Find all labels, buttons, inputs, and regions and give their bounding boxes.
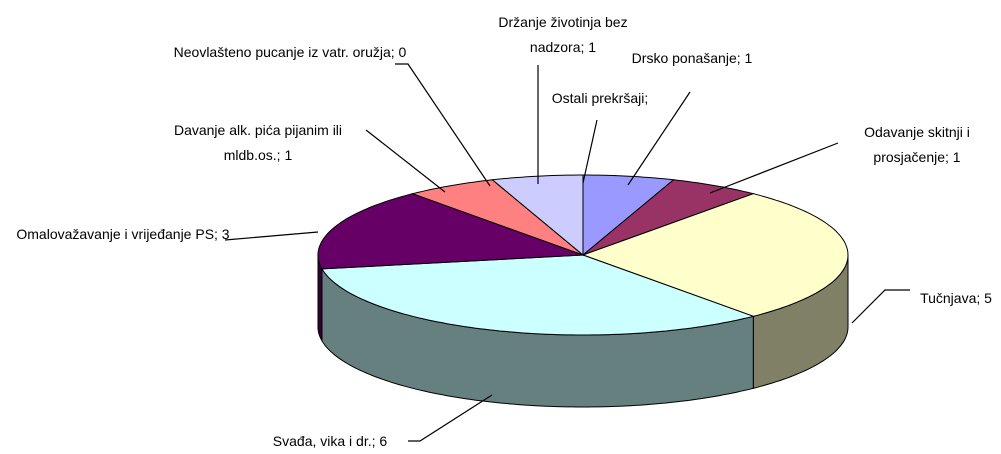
data-label: Davanje alk. pića pijanim ili mldb.os.; … <box>173 122 343 163</box>
data-label: Drsko ponašanje; 1 <box>631 50 753 66</box>
leader-line <box>582 119 598 184</box>
leader-line <box>408 394 493 442</box>
leader-line <box>224 231 319 241</box>
pie-slice <box>317 193 584 270</box>
leader-line <box>365 129 446 193</box>
pie-slice <box>321 254 756 336</box>
data-label: Tučnjava; 5 <box>920 290 992 306</box>
data-label: Ostali prekršaji; <box>551 90 649 106</box>
data-label: Svađa, vika i dr.; 6 <box>272 433 388 449</box>
leader-line <box>395 63 491 187</box>
leader-line <box>627 91 691 186</box>
pie-slice <box>491 174 584 257</box>
data-label: Neovlašteno pucanje iz vatr. oružja; 0 <box>173 44 407 60</box>
pie-slice <box>582 174 675 257</box>
data-label: Držanje životinja bez nadzora; 1 <box>498 14 628 55</box>
leader-line <box>709 142 839 194</box>
pie-slice <box>581 193 849 317</box>
leader-line <box>851 289 910 324</box>
data-label: Omalovažavanje i vrijeđanje PS; 3 <box>16 226 230 242</box>
data-label: Odavanje skitnji i prosjačenje; 1 <box>864 124 970 165</box>
pie-slice <box>411 179 584 256</box>
pie-slice <box>582 179 755 256</box>
